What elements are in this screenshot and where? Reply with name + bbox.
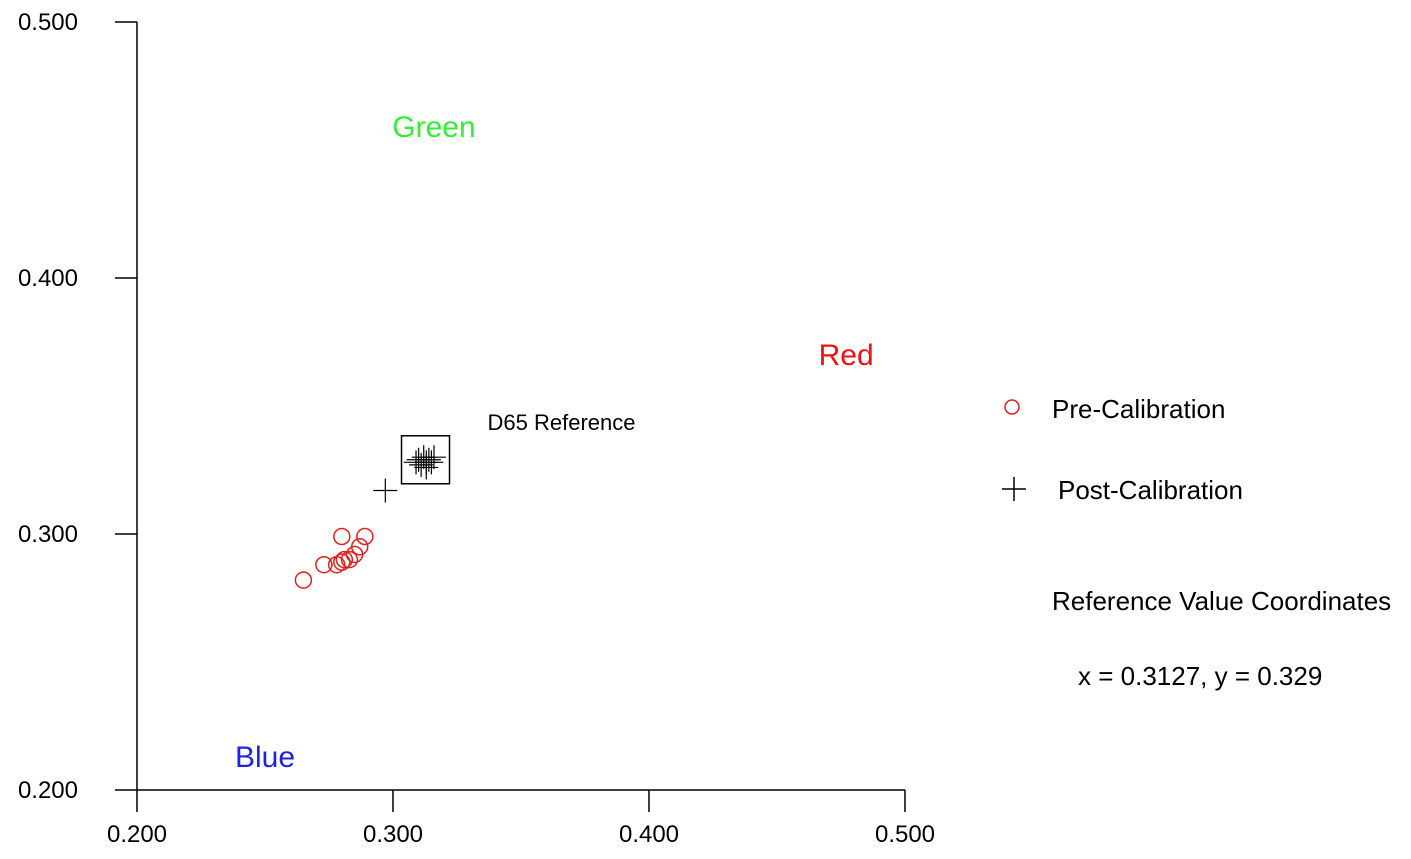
post-calibration-point	[414, 455, 439, 480]
y-tick-label: 0.400	[18, 265, 78, 292]
legend: Pre-Calibration Post-Calibration	[1002, 394, 1243, 505]
x-tick-label: 0.400	[619, 821, 679, 848]
legend-pre-calibration-label: Pre-Calibration	[1052, 394, 1225, 424]
reference-coordinates-heading: Reference Value Coordinates	[1052, 586, 1391, 616]
pre-calibration-point	[294, 571, 313, 589]
data-marks	[294, 435, 451, 589]
x-tick-label: 0.300	[363, 821, 423, 848]
pre-calibration-point	[350, 538, 369, 556]
post-calibration-point	[409, 452, 434, 477]
reference-coordinates-values: x = 0.3127, y = 0.329	[1078, 661, 1322, 691]
legend-pre-calibration-marker	[1004, 399, 1020, 415]
reference-box	[400, 435, 451, 485]
pre-calibration-point	[335, 550, 354, 569]
pre-calibration-point	[315, 555, 333, 574]
post-calibration-point	[421, 445, 446, 470]
legend-post-calibration-label: Post-Calibration	[1058, 475, 1243, 505]
pre-calibration-point	[333, 553, 351, 571]
region-label-blue: Blue	[235, 741, 295, 774]
post-calibration-point	[373, 478, 398, 503]
pre-calibration-point	[333, 527, 351, 546]
reference-annotation: D65 Reference	[488, 410, 636, 435]
post-calibration-point	[416, 447, 441, 472]
tick-labels: 0.200 0.300 0.400 0.500 0.200 0.300 0.400 0.500	[18, 9, 935, 848]
x-tick-label: 0.500	[875, 821, 935, 848]
pre-calibration-point	[356, 527, 374, 546]
y-tick-label: 0.200	[18, 777, 78, 804]
post-calibration-point	[419, 450, 444, 475]
x-tick-label: 0.200	[107, 821, 167, 848]
d65-reference-label: D65 Reference	[488, 410, 636, 435]
legend-post-calibration-marker	[1002, 477, 1026, 501]
region-label-red: Red	[819, 339, 874, 372]
y-tick-label: 0.500	[18, 9, 78, 36]
axes	[115, 21, 906, 812]
y-tick-label: 0.300	[18, 521, 78, 548]
region-label-green: Green	[392, 111, 475, 144]
region-labels: Green Red Blue	[235, 111, 874, 774]
pre-calibration-point	[340, 550, 359, 569]
